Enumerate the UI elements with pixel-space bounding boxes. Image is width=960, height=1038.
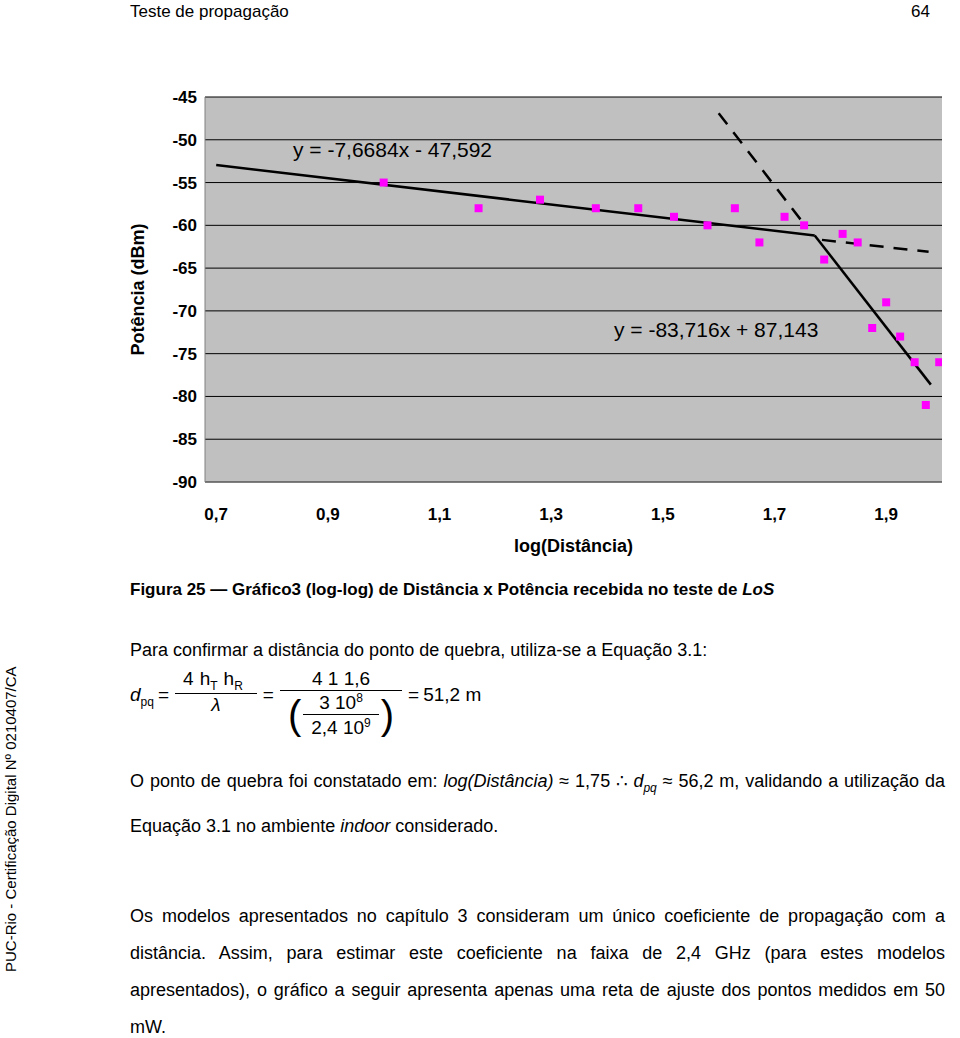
- html-text:3 10: 3 10: [319, 692, 357, 714]
- html-text:2,4 10: 2,4 10: [311, 716, 365, 738]
- svg-text:1,5: 1,5: [651, 505, 675, 524]
- svg-text:-70: -70: [172, 302, 197, 321]
- svg-text:-55: -55: [172, 174, 197, 193]
- html-text:λ: λ: [211, 693, 221, 715]
- svg-text:1,3: 1,3: [539, 505, 563, 524]
- svg-text:0,9: 0,9: [316, 505, 340, 524]
- html-text:y = -83,716x + 87,143: y = -83,716x + 87,143: [614, 318, 819, 341]
- svg-text:1,7: 1,7: [763, 505, 787, 524]
- html-text:Os modelos apresentados no cap: Os modelos apresentados no capítulo 3 co…: [130, 906, 945, 1037]
- html-text:y = -7,6684x - 47,592: y = -7,6684x - 47,592: [293, 138, 493, 161]
- html-text:O ponto de quebra foi constata: O ponto de quebra foi constatado em: log…: [130, 771, 945, 836]
- svg-text:1,1: 1,1: [428, 505, 452, 524]
- svg-text:-85: -85: [172, 430, 197, 449]
- svg-text:-50: -50: [172, 131, 197, 150]
- html-text:8: 8: [356, 691, 363, 705]
- svg-text:log(Distância): log(Distância): [514, 536, 633, 556]
- html-text:64: 64: [911, 2, 930, 21]
- html-text:4 1 1,6: 4 1 1,6: [311, 668, 370, 689]
- svg-text:-75: -75: [172, 345, 197, 364]
- svg-text:-45: -45: [172, 88, 197, 107]
- html-text:Teste de propagação: Teste de propagação: [130, 2, 289, 21]
- svg-text:-60: -60: [172, 216, 197, 235]
- html-text:Para confirmar a distância do: Para confirmar a distância do ponto de q…: [130, 640, 708, 660]
- html-text:Figura 25 — Gráfico3 (log-log): Figura 25 — Gráfico3 (log-log) de Distân…: [130, 580, 775, 599]
- svg-text:-90: -90: [172, 473, 197, 492]
- html-text:= 51,2 m: = 51,2 m: [408, 684, 482, 705]
- html-text:PUC-Rio - Certificação Digital: PUC-Rio - Certificação Digital Nº 021040…: [2, 666, 19, 972]
- svg-text:Potência (dBm): Potência (dBm): [130, 223, 148, 355]
- svg-text:0,7: 0,7: [204, 505, 228, 524]
- html-text:9: 9: [364, 715, 371, 730]
- svg-text:1,9: 1,9: [874, 505, 898, 524]
- html-text:dpq =: dpq =: [130, 684, 169, 709]
- svg-text:-65: -65: [172, 259, 197, 278]
- svg-text:-80: -80: [172, 387, 197, 406]
- html-text:4 hT hR: 4 hT hR: [183, 668, 243, 693]
